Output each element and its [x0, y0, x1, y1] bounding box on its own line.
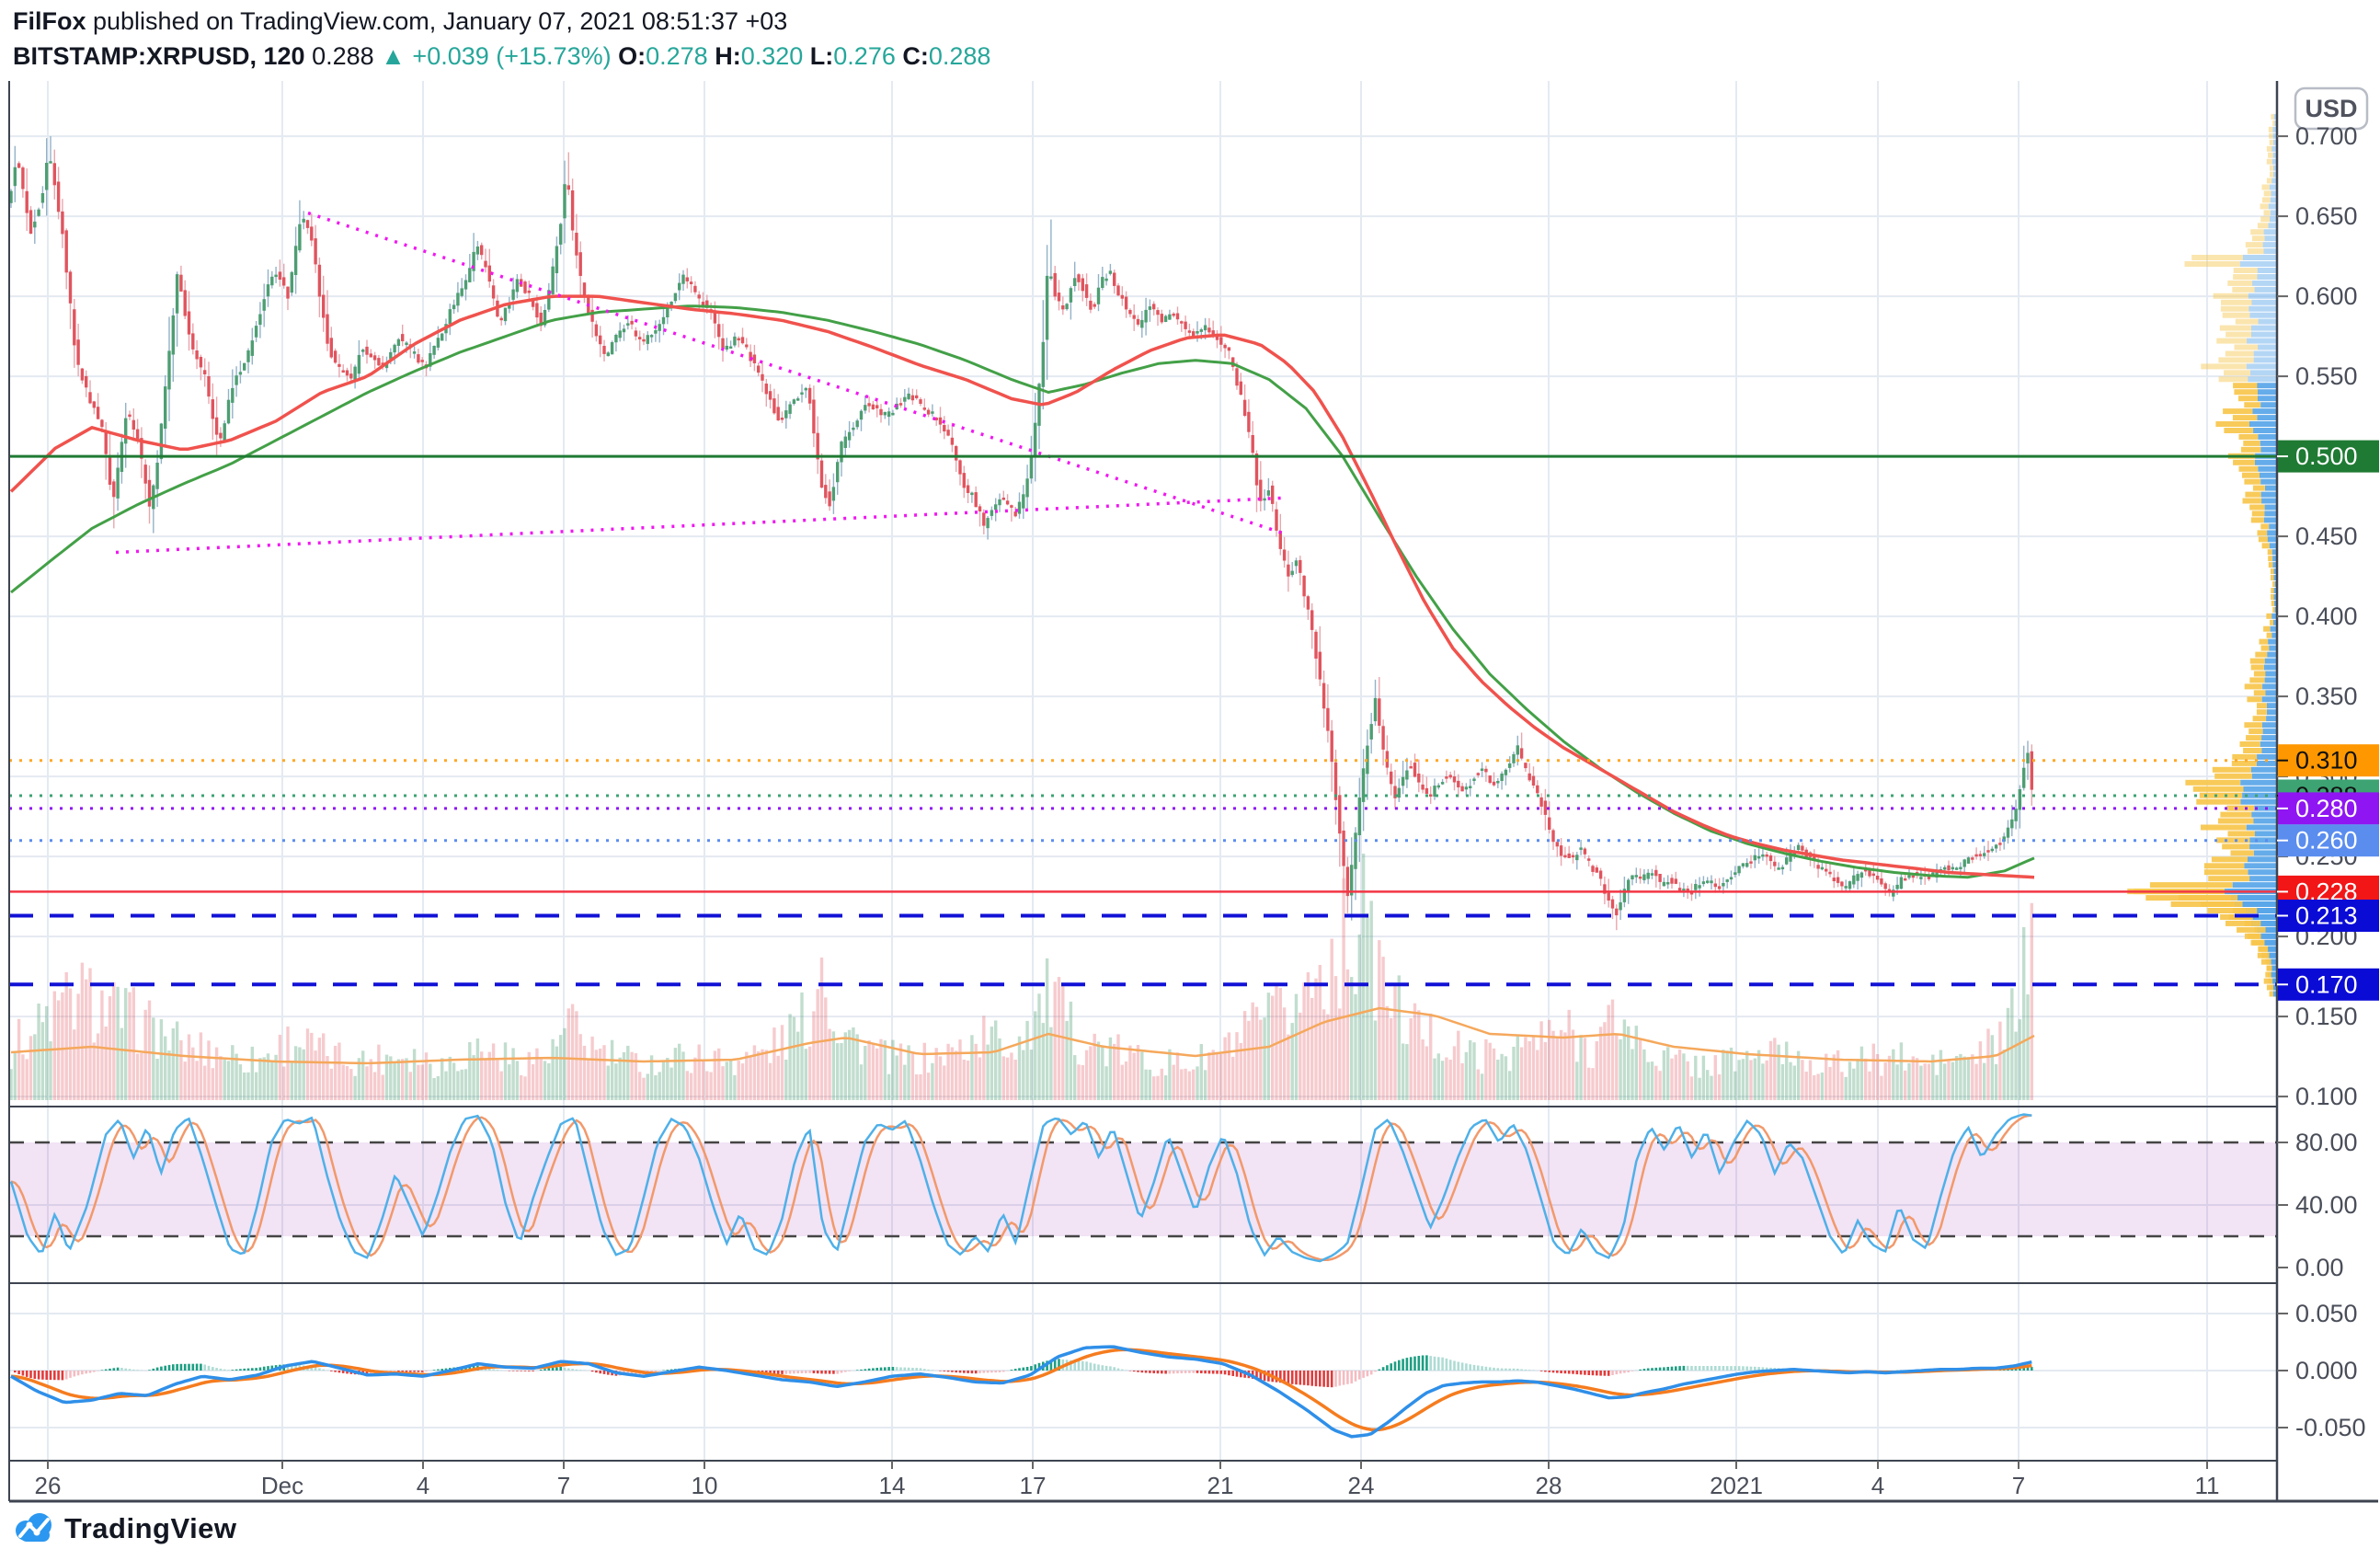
- volume-ma-line: [10, 1006, 2035, 1065]
- ma-fast-red-line: [9, 294, 2035, 879]
- svg-text:0.00: 0.00: [2295, 1254, 2344, 1281]
- svg-text:7: 7: [2012, 1472, 2025, 1499]
- svg-text:USD: USD: [2305, 95, 2357, 122]
- volume-bars: [9, 854, 2033, 1100]
- svg-text:4: 4: [417, 1472, 429, 1499]
- stochastic-pane: [9, 1113, 2277, 1263]
- svg-text:80.00: 80.00: [2295, 1129, 2358, 1156]
- pane-borders: [8, 81, 2378, 1503]
- svg-text:Dec: Dec: [261, 1472, 303, 1499]
- tradingview-logo-icon: [16, 1513, 51, 1542]
- symbol-name: BITSTAMP:XRPUSD, 120: [13, 42, 305, 70]
- svg-text:21: 21: [1207, 1472, 1234, 1499]
- svg-text:0.100: 0.100: [2295, 1083, 2358, 1110]
- svg-text:26: 26: [35, 1472, 62, 1499]
- svg-text:0.310: 0.310: [2295, 747, 2358, 774]
- svg-text:0.280: 0.280: [2295, 795, 2358, 822]
- gridlines: [9, 81, 2277, 1461]
- stoch-d-line: [10, 1114, 2032, 1262]
- macd-signal-line: [10, 1348, 2032, 1432]
- price-levels[interactable]: [9, 454, 2277, 987]
- svg-text:7: 7: [557, 1472, 570, 1499]
- triangle-trendlines[interactable]: [115, 211, 1284, 555]
- candlesticks: [9, 136, 2033, 931]
- tradingview-brand-text[interactable]: TradingView: [64, 1512, 237, 1544]
- svg-text:-0.050: -0.050: [2295, 1414, 2366, 1441]
- svg-text:0.700: 0.700: [2295, 122, 2358, 150]
- svg-text:0.550: 0.550: [2295, 362, 2358, 390]
- svg-text:0.213: 0.213: [2295, 902, 2358, 930]
- svg-text:0.650: 0.650: [2295, 202, 2358, 230]
- svg-text:0.050: 0.050: [2295, 1300, 2358, 1327]
- svg-text:40.00: 40.00: [2295, 1191, 2358, 1219]
- svg-text:0.450: 0.450: [2295, 522, 2358, 550]
- author-name: FilFox: [13, 7, 86, 35]
- svg-text:10: 10: [692, 1472, 718, 1499]
- svg-text:0.400: 0.400: [2295, 602, 2358, 630]
- svg-text:0.000: 0.000: [2295, 1357, 2358, 1384]
- publish-caption-text: published on TradingView.com, January 07…: [86, 7, 788, 35]
- symbol-legend: BITSTAMP:XRPUSD, 120 0.288 ▲ +0.039 (+15…: [13, 40, 990, 72]
- svg-text:4: 4: [1871, 1472, 1884, 1499]
- currency-button: [2294, 86, 2369, 131]
- ma-slow-green-line: [10, 304, 2035, 879]
- svg-text:11: 11: [2195, 1472, 2220, 1499]
- svg-text:2021: 2021: [1710, 1472, 1763, 1499]
- tradingview-attribution[interactable]: TradingView: [13, 1509, 237, 1549]
- svg-text:0.170: 0.170: [2295, 970, 2358, 998]
- macd-pane: [10, 1345, 2033, 1439]
- publish-caption: FilFox published on TradingView.com, Jan…: [13, 6, 787, 37]
- time-axis[interactable]: 26 Dec 4 7 10 14 17 21 24 28 2021 4 7 11: [35, 1461, 2220, 1499]
- svg-text:0.150: 0.150: [2295, 1003, 2358, 1030]
- svg-text:28: 28: [1536, 1472, 1562, 1499]
- ohlc-values: O:0.278 H:0.320 L:0.276 C:0.288: [618, 42, 991, 70]
- svg-text:0.350: 0.350: [2295, 683, 2358, 710]
- price-change: +0.039 (+15.73%): [412, 42, 612, 70]
- last-price: 0.288: [312, 42, 374, 70]
- svg-text:24: 24: [1348, 1472, 1375, 1499]
- svg-text:0.500: 0.500: [2295, 442, 2358, 470]
- svg-text:14: 14: [879, 1472, 906, 1499]
- svg-text:0.260: 0.260: [2295, 827, 2358, 855]
- svg-text:0.600: 0.600: [2295, 282, 2358, 310]
- change-arrow-icon: ▲: [381, 42, 406, 70]
- svg-text:17: 17: [1020, 1472, 1047, 1499]
- volume-profile: [2127, 113, 2277, 997]
- macd-line: [10, 1345, 2032, 1439]
- stoch-k-line: [9, 1113, 2032, 1263]
